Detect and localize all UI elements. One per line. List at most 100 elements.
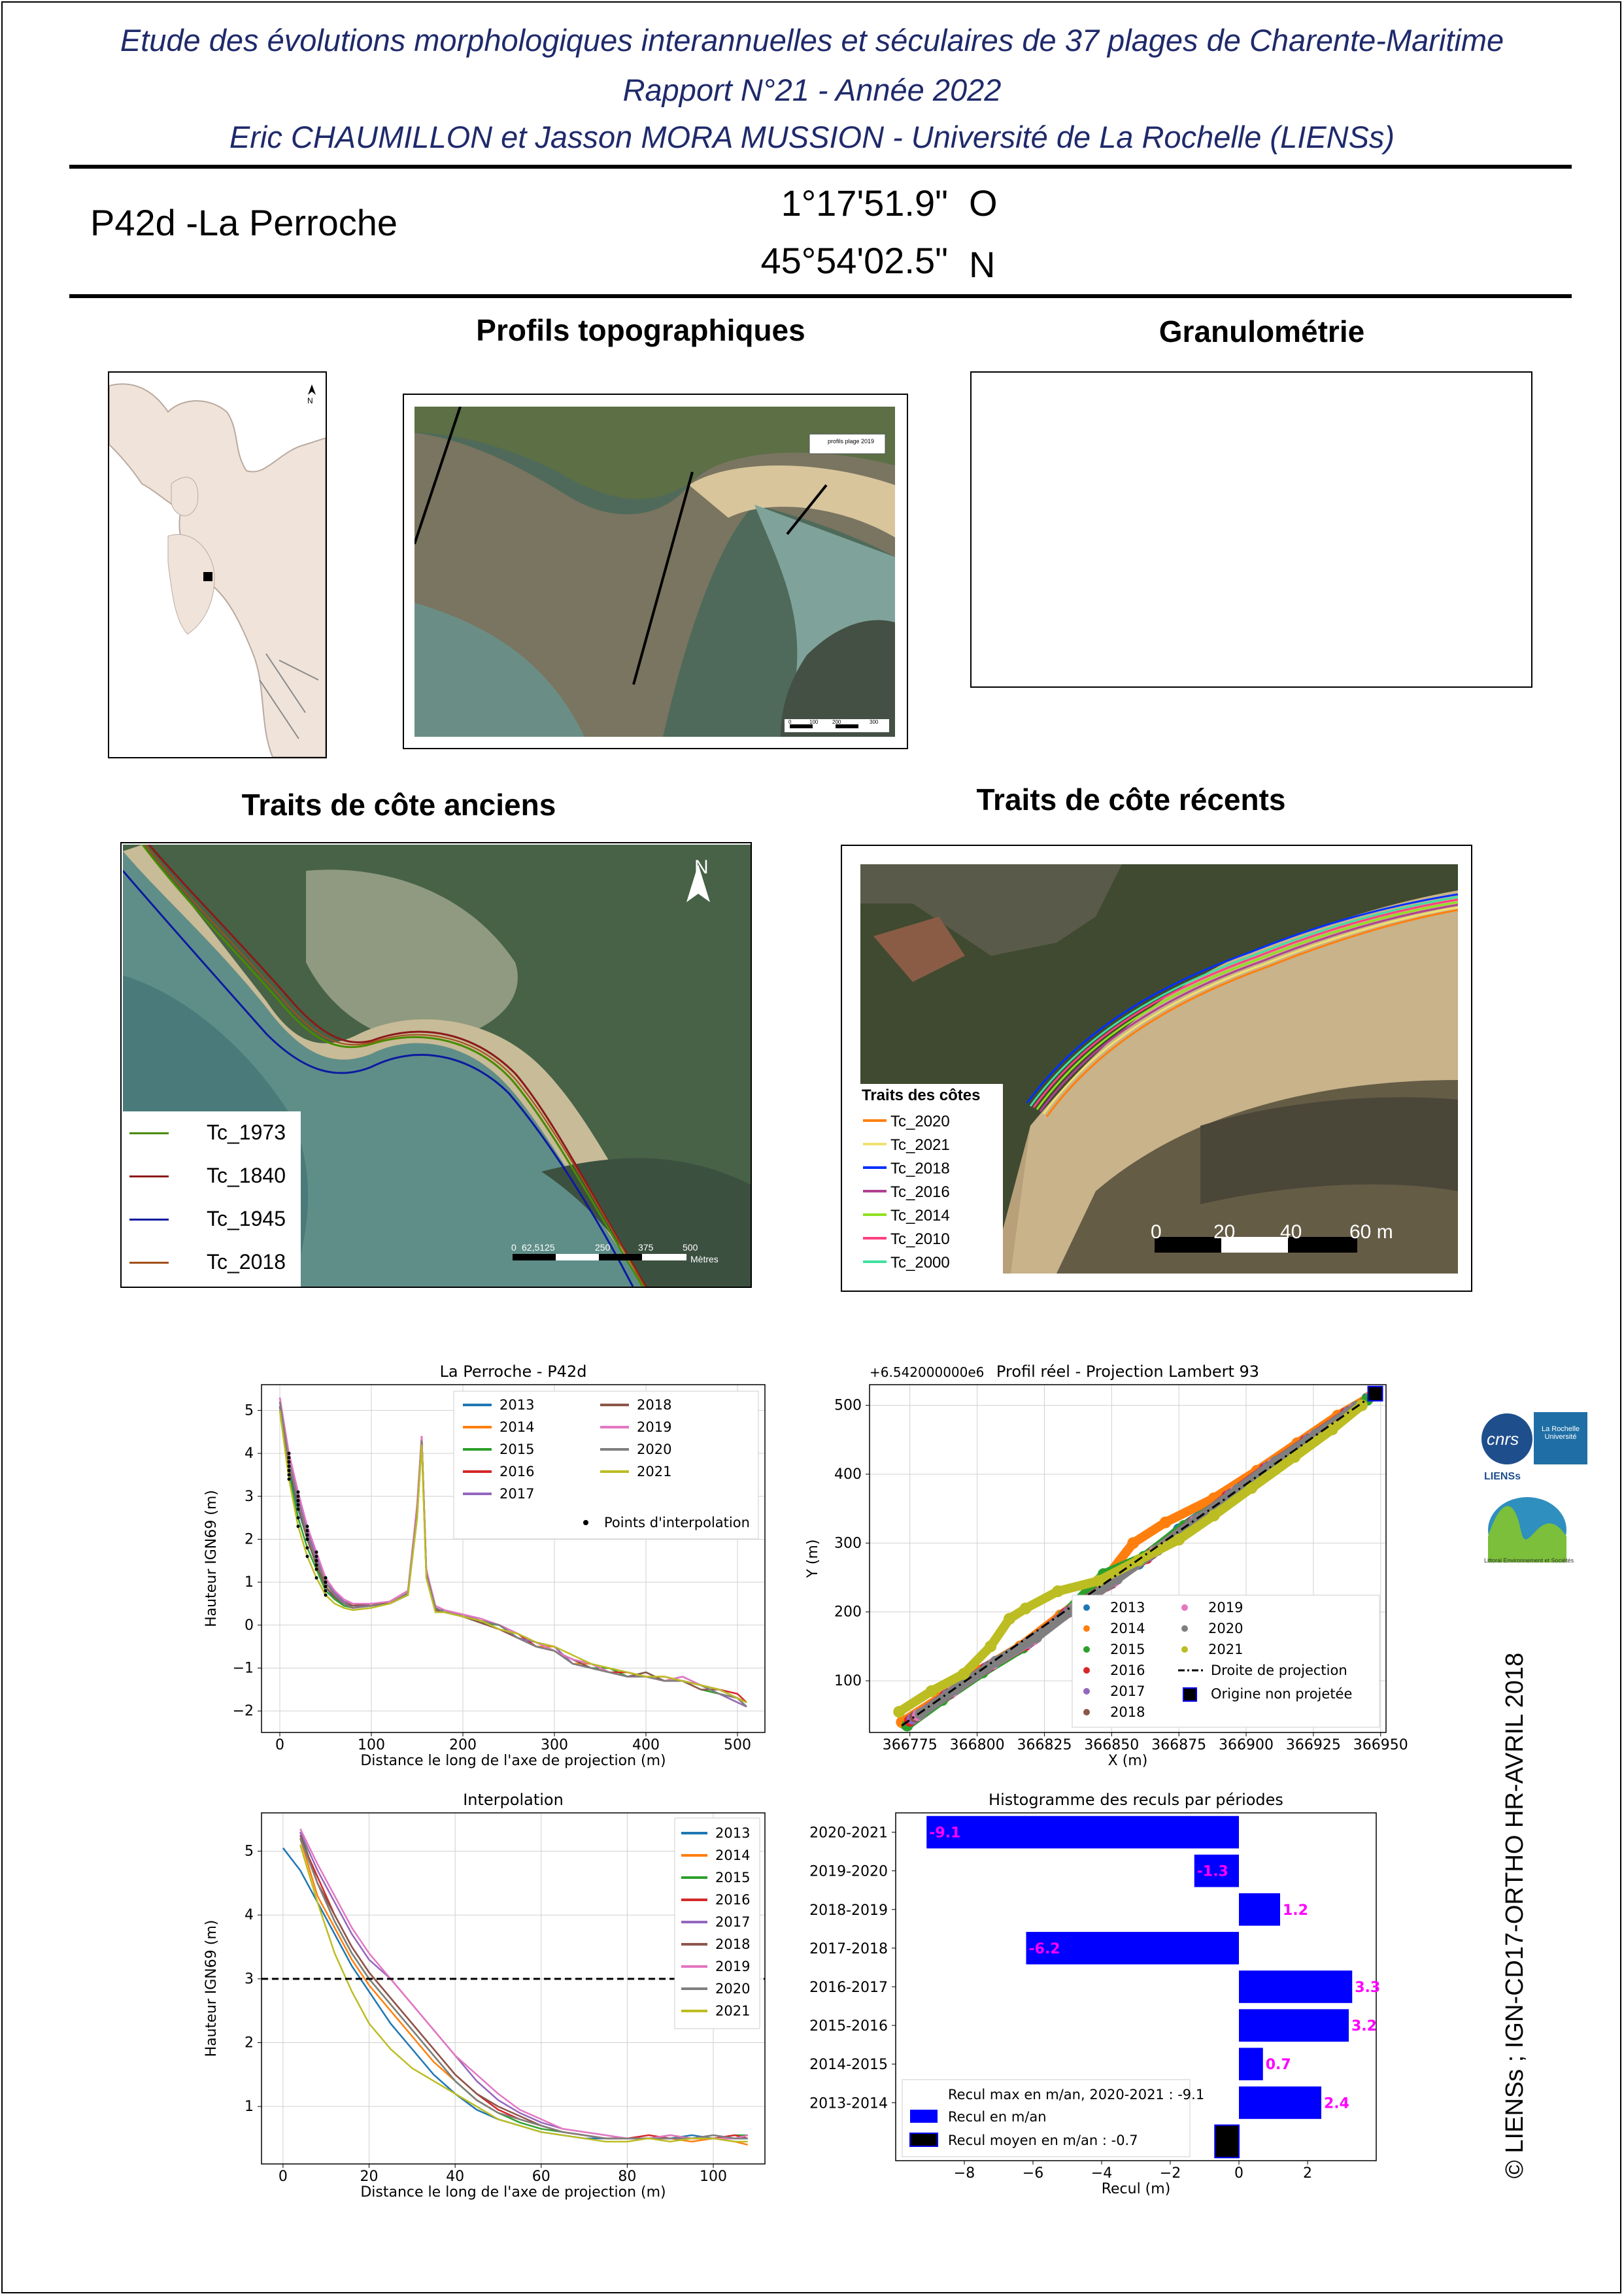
univ-logo-text: La Rochelle Université xyxy=(1541,1425,1580,1441)
x-tick-label: 80 xyxy=(618,2169,636,2185)
interpolation-point xyxy=(296,1507,300,1511)
interpolation-point xyxy=(287,1464,291,1468)
copyright: © LIENSs ; IGN-CD17-ORTHO HR-AVRIL 2018 xyxy=(1501,1652,1529,2179)
legend-label: Origine non projetée xyxy=(1211,1686,1352,1702)
series-segment-2020 xyxy=(916,1684,960,1719)
legend-label: 2021 xyxy=(715,2003,750,2019)
series-segment-2021 xyxy=(894,1686,936,1717)
header-rule xyxy=(69,165,1572,169)
site-latitude-dir: N xyxy=(969,244,996,285)
legend-swatch xyxy=(909,2133,938,2147)
legend-label: Recul max en m/an, 2020-2021 : -9.1 xyxy=(948,2087,1204,2102)
legend-label: 2015 xyxy=(715,1870,750,1885)
y-tick-label: 1 xyxy=(245,1574,254,1591)
legend-label: 2013 xyxy=(1110,1600,1145,1615)
interpolation-point xyxy=(314,1576,318,1580)
series-segment-2020 xyxy=(991,1632,1041,1666)
interpolation-point xyxy=(296,1490,300,1494)
recents-legend-swatch xyxy=(863,1260,887,1263)
interpolation-point xyxy=(324,1585,328,1589)
chart-legend: 2013 2014 2015 2016 2017 2018 2019 2020 2021 Droi… xyxy=(1072,1595,1380,1728)
category-label: 2013-2014 xyxy=(809,2095,888,2112)
series-line-2021 xyxy=(279,1410,747,1704)
legend-label: 2020 xyxy=(637,1442,671,1457)
bar-value-label: -6.2 xyxy=(1029,1941,1060,1957)
y-tick-label: −1 xyxy=(233,1660,254,1676)
y-tick-label: 4 xyxy=(245,1907,254,1923)
legend-swatch xyxy=(1083,1646,1090,1653)
recents-scale-1: 20 xyxy=(1213,1221,1236,1243)
legend-swatch-2018 xyxy=(129,1262,169,1264)
legend-label: Recul en m/an xyxy=(948,2109,1047,2125)
x-tick-label: 400 xyxy=(632,1737,660,1753)
recents-legend-swatch xyxy=(863,1213,887,1216)
y-tick-label: 100 xyxy=(834,1673,862,1689)
granulometrie-box xyxy=(970,371,1532,688)
interpolation-point xyxy=(314,1559,318,1562)
report-title: Etude des évolutions morphologiques inte… xyxy=(120,23,1504,58)
bar-value-label: 1.2 xyxy=(1283,1902,1308,1919)
legend-label: 2013 xyxy=(715,1825,750,1841)
y-tick-label: 300 xyxy=(834,1535,862,1551)
interpolation-point xyxy=(287,1460,291,1464)
interpolation-point xyxy=(287,1473,291,1477)
site-name: P42d -La Perroche xyxy=(90,202,398,243)
anciens-scale-2: 250 xyxy=(595,1242,611,1253)
legend-label-2018: Tc_2018 xyxy=(207,1250,286,1274)
legend-label: 2016 xyxy=(1110,1663,1145,1678)
recents-legend-swatch xyxy=(863,1119,887,1122)
interpolation-point xyxy=(305,1546,309,1550)
bar-value-label: 2.4 xyxy=(1324,2095,1349,2112)
profils-scale-2: 200 xyxy=(832,719,841,725)
legend-label: 2020 xyxy=(715,1981,750,1997)
y-tick-label: −2 xyxy=(233,1703,254,1719)
legend-swatch-1840 xyxy=(129,1175,169,1177)
series-segment-2021 xyxy=(1093,1555,1143,1586)
section-profils-title: Profils topographiques xyxy=(476,313,805,347)
profils-photo-legend: profils plage 2019 xyxy=(828,438,875,445)
y-tick-label: 4 xyxy=(245,1445,254,1462)
chart-title: Profil réel - Projection Lambert 93 xyxy=(996,1362,1259,1381)
recents-scale-0: 0 xyxy=(1151,1221,1162,1243)
recents-aerial-photo xyxy=(860,864,1458,1274)
legend-swatch xyxy=(1181,1646,1188,1653)
profils-aerial-photo xyxy=(414,407,895,737)
bar-2014-2015 xyxy=(1239,2048,1263,2081)
x-tick-label: 200 xyxy=(449,1737,477,1753)
legend-label: 2018 xyxy=(1110,1704,1145,1720)
legend-label: 2017 xyxy=(1110,1683,1145,1699)
profils-scale-3: 300 xyxy=(870,719,879,725)
liens-logo: LIENSs Littoral Environnement et Société… xyxy=(1481,1471,1574,1569)
interpolation-point xyxy=(314,1567,318,1571)
legend-swatch xyxy=(1083,1604,1090,1611)
interpolation-point xyxy=(314,1550,318,1554)
x-tick-label: −8 xyxy=(954,2165,975,2182)
bar-2018-2019 xyxy=(1239,1893,1280,1926)
anciens-scale-3: 375 xyxy=(638,1242,654,1253)
interpolation-point xyxy=(296,1494,300,1498)
anciens-scale-4: 500 xyxy=(683,1242,698,1253)
y-axis-label: Hauteur IGN69 (m) xyxy=(203,1920,220,2057)
origin-marker xyxy=(1367,1385,1383,1402)
category-label: 2017-2018 xyxy=(809,1941,888,1957)
x-axis-label: Recul (m) xyxy=(1102,2181,1171,2197)
legend-label: 2014 xyxy=(1110,1621,1145,1636)
recents-legend-label: Tc_2016 xyxy=(890,1183,950,1201)
histogram-chart: −8 −6 −4 −2 0 2 Histogramme des reculs par pér… xyxy=(809,1791,1380,2197)
series-segment-2021 xyxy=(1174,1511,1219,1545)
anciens-scale-unit: Mètres xyxy=(690,1254,719,1264)
y-tick-label: 0 xyxy=(245,1617,254,1634)
projection-line xyxy=(901,1393,1376,1727)
bar-2020-2021 xyxy=(926,1815,1239,1849)
x-tick-label: 100 xyxy=(700,2169,727,2185)
recents-legend-swatch xyxy=(863,1237,887,1240)
site-rule xyxy=(69,294,1572,298)
x-tick-label: 366850 xyxy=(1084,1737,1139,1753)
series-line-2019 xyxy=(299,1828,748,2140)
legend-swatch xyxy=(1083,1625,1090,1632)
x-tick-label: 20 xyxy=(360,2169,379,2185)
series-segment-2021 xyxy=(1209,1483,1257,1521)
series-segment-2020 xyxy=(1032,1602,1081,1642)
series-segment-2021 xyxy=(1134,1535,1184,1565)
y-tick-label: 5 xyxy=(245,1844,254,1860)
